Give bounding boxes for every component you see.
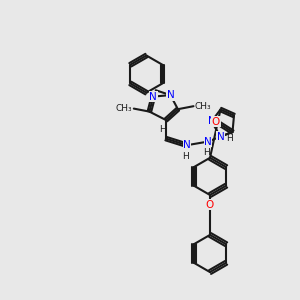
Text: H: H: [159, 125, 166, 134]
Text: N: N: [183, 140, 191, 150]
Text: H: H: [204, 148, 210, 157]
Text: N: N: [149, 92, 157, 102]
Text: CH₃: CH₃: [116, 104, 132, 113]
Text: N: N: [217, 131, 224, 142]
Text: N: N: [167, 90, 174, 100]
Text: N: N: [208, 116, 215, 127]
Text: O: O: [206, 200, 214, 210]
Text: N: N: [204, 136, 212, 147]
Text: H: H: [183, 152, 189, 161]
Text: O: O: [212, 116, 220, 127]
Text: H: H: [226, 134, 233, 143]
Text: CH₃: CH₃: [195, 102, 211, 111]
